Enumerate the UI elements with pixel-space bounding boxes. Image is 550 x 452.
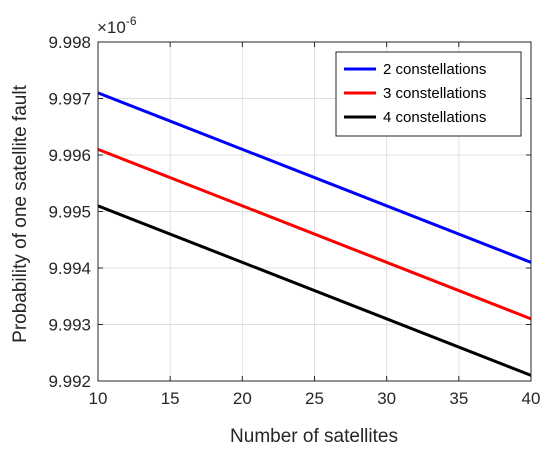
legend-entry: 3 constellations [383,85,486,102]
x-tick-label: 15 [161,389,180,408]
y-tick-label: 9.993 [48,316,91,335]
x-tick-label: 30 [377,389,396,408]
series-line [97,204,532,377]
y-tick-label: 9.995 [48,203,91,222]
ticks [97,41,532,382]
legend-entry: 4 constellations [383,109,486,126]
x-axis-label: Number of satellites [230,426,398,447]
tick-labels: 10 15 20 25 30 35 40 9.992 9.993 9.994 9.995 9.996 9… [48,33,540,408]
y-tick-label: 9.996 [48,146,91,165]
series-line [97,147,532,321]
y-multiplier: ×10-6 [97,14,137,37]
x-tick-label: 20 [233,389,252,408]
y-axis-label: Probability of one satellite fault [10,84,31,342]
x-tick-label: 35 [449,389,468,408]
legend-entry: 2 constellations [383,61,486,78]
x-tick-label: 10 [89,389,108,408]
x-tick-label: 25 [305,389,324,408]
series-line [97,91,532,264]
y-multiplier-exponent: -6 [126,14,137,28]
series-lines [97,91,532,377]
y-tick-label: 9.992 [48,372,91,391]
y-tick-label: 9.997 [48,90,91,109]
y-multiplier-base: ×10 [97,18,126,37]
y-tick-label: 9.994 [48,259,91,278]
y-tick-label: 9.998 [48,33,91,52]
x-tick-label: 40 [522,389,541,408]
legend: 2 constellations 3 constellations 4 conste… [335,51,522,137]
